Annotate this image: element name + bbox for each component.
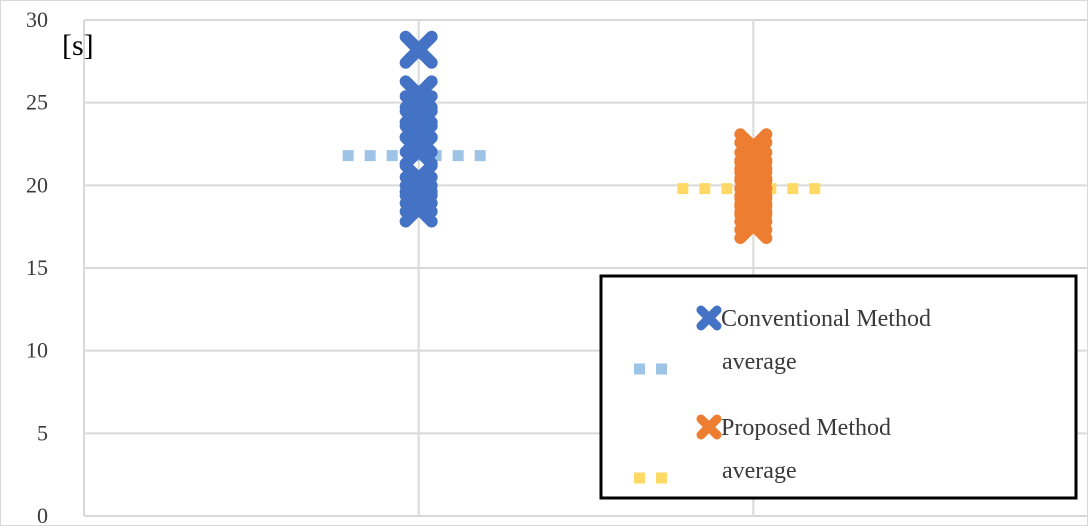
y-tick-label: 5 — [37, 420, 48, 445]
legend: Conventional Method average Proposed Metho… — [599, 274, 1078, 500]
y-tick-label: 20 — [26, 172, 48, 197]
y-unit-label: [s] — [62, 29, 94, 62]
data-point — [399, 131, 438, 170]
y-tick-label: 10 — [26, 338, 48, 363]
legend-box — [599, 274, 1078, 500]
y-tick-label: 25 — [26, 90, 48, 115]
y-tick-labels: 0 5 10 15 20 25 30 — [26, 7, 48, 526]
legend-marker — [696, 414, 722, 440]
legend-label: average — [722, 349, 797, 375]
y-tick-label: 0 — [37, 503, 48, 526]
data-points — [399, 30, 773, 245]
legend-label: average — [722, 458, 797, 484]
y-tick-label: 30 — [26, 7, 48, 32]
data-point — [399, 189, 438, 228]
data-point — [734, 206, 773, 245]
y-tick-label: 15 — [26, 255, 48, 280]
data-point — [399, 30, 438, 69]
legend-label: Conventional Method — [721, 306, 931, 332]
legend-marker — [696, 305, 722, 331]
legend-label: Proposed Method — [721, 415, 891, 441]
